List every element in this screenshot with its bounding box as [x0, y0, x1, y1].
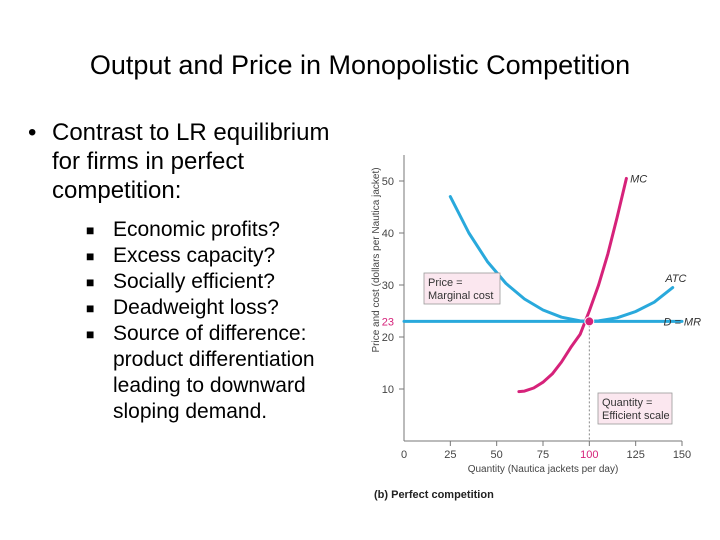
main-bullet: • Contrast to LR equilibrium for firms i…: [28, 118, 348, 205]
y-axis-label: Price and cost (dollars per Nautica jack…: [371, 167, 382, 352]
y-tick-label: 50: [382, 176, 394, 188]
x-tick-label: 25: [444, 449, 456, 461]
demand-mr-label: D = MR: [663, 316, 701, 328]
sub-bullet-text: Deadweight loss?: [113, 296, 279, 319]
x-tick-label: 75: [537, 449, 549, 461]
y-tick-label: 40: [382, 228, 394, 240]
square-bullet-icon: ■: [86, 222, 95, 238]
x-tick-label-quantity: 100: [580, 449, 598, 461]
sub-bullet: ■ Source of difference: product different…: [86, 321, 348, 425]
square-bullet-icon: ■: [86, 274, 95, 290]
bullet-list: • Contrast to LR equilibrium for firms i…: [28, 118, 348, 425]
sub-bullet-text: Economic profits?: [113, 218, 280, 241]
x-axis-label: Quantity (Nautica jackets per day): [468, 464, 619, 475]
price-annotation-box: [423, 272, 501, 305]
atc-curve: [448, 195, 675, 323]
bullet-dot-icon: •: [28, 119, 37, 146]
x-tick-label: 50: [491, 449, 503, 461]
atc-curve-label: ATC: [664, 273, 686, 285]
square-bullet-icon: ■: [86, 326, 95, 342]
mc-curve-label: MC: [630, 173, 647, 185]
y-tick-label-price: 23: [382, 316, 394, 328]
equilibrium-point: [584, 316, 595, 327]
x-tick-label: 125: [626, 449, 644, 461]
quantity-annotation-line2: Efficient scale: [602, 410, 670, 422]
sub-bullet: ■ Excess capacity?: [86, 243, 348, 269]
y-tick-label: 30: [382, 280, 394, 292]
sub-bullet: ■ Socially efficient?: [86, 269, 348, 295]
main-bullet-text: Contrast to LR equilibrium for firms in …: [52, 119, 330, 204]
price-annotation-line2: Marginal cost: [428, 290, 493, 302]
sub-bullet-text: Source of difference: product differenti…: [113, 322, 315, 423]
sub-bullet-text: Socially efficient?: [113, 270, 275, 293]
y-tick-label: 10: [382, 384, 394, 396]
price-annotation-line1: Price =: [428, 277, 463, 289]
mc-curve: [517, 176, 628, 394]
slide-title: Output and Price in Monopolistic Competi…: [89, 50, 631, 80]
chart-caption: (b) Perfect competition: [374, 489, 494, 501]
y-tick-label: 20: [382, 332, 394, 344]
x-tick-label: 150: [673, 449, 691, 461]
quantity-annotation-box: [597, 392, 673, 425]
quantity-annotation-line1: Quantity =: [602, 397, 652, 409]
sub-bullet: ■ Economic profits?: [86, 217, 348, 243]
sub-bullet-text: Excess capacity?: [113, 244, 276, 267]
square-bullet-icon: ■: [86, 300, 95, 316]
sub-bullet: ■ Deadweight loss?: [86, 295, 348, 321]
x-tick-label: 0: [401, 449, 407, 461]
sub-bullet-list: ■ Economic profits? ■ Excess capacity? ■ So…: [86, 217, 348, 425]
square-bullet-icon: ■: [86, 248, 95, 264]
